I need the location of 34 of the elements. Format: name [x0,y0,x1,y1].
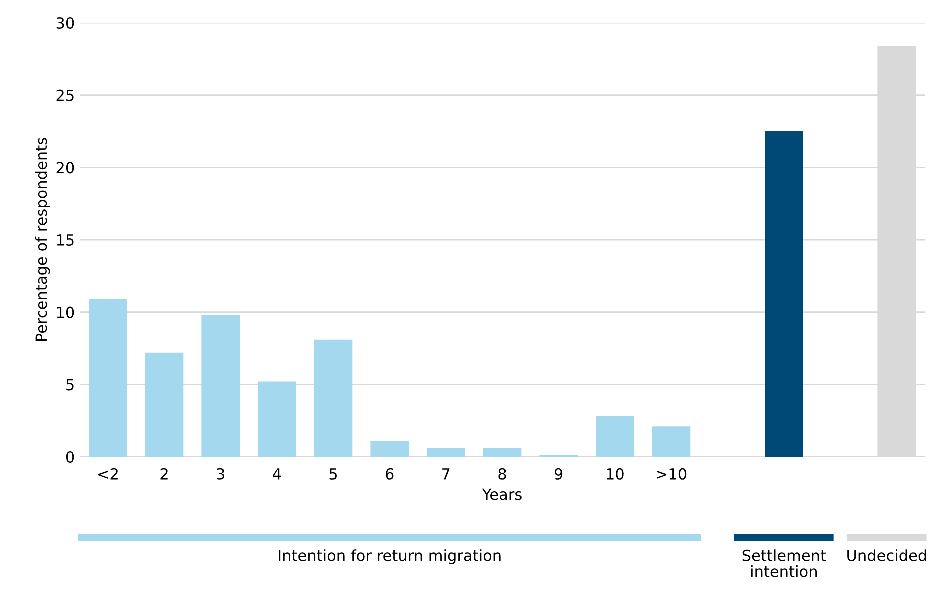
bar [370,441,409,457]
x-tick-label: 6 [386,468,394,480]
bar [596,416,634,457]
text: Intention for return migration [279,550,501,564]
y-tick-label: 30 [56,17,74,30]
x-axis-title: Years [482,488,522,500]
y-tick-label: 15 [57,234,74,246]
x-tick-label: 3 [217,468,224,480]
x-tick-label: <2 [98,468,118,480]
bar [145,352,184,457]
x-tick-label: 8 [498,468,506,480]
y-tick-label: 10 [57,306,74,318]
x-tick-label: 9 [554,468,563,480]
y-tick-label: 5 [66,379,74,391]
bar [202,315,240,457]
x-tick-label: >10 [656,468,687,480]
x-tick-label: 10 [607,468,624,480]
x-tick-label: 2 [160,468,168,480]
y-axis-title: Percentage of respondents [35,138,50,342]
bar [89,299,128,457]
bar [652,426,691,457]
text: Settlement intention [742,550,826,578]
x-tick-label: 5 [330,468,338,480]
text: Undecided [848,550,926,562]
x-tick-label: 7 [442,468,450,480]
bar [483,448,522,457]
y-tick-label: 25 [56,90,74,102]
bar [427,448,466,457]
y-tick-label: 20 [56,162,74,174]
bar [314,340,353,457]
y-tick-label: 0 [66,451,74,464]
x-tick-label: 4 [273,468,282,480]
bar [258,382,296,457]
bar [765,132,804,457]
